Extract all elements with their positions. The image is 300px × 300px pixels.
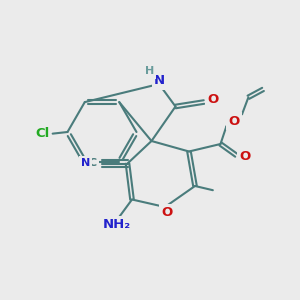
Text: C: C <box>88 158 97 168</box>
Text: N: N <box>81 158 90 168</box>
Text: O: O <box>228 115 239 128</box>
Text: O: O <box>207 92 219 106</box>
Text: N: N <box>154 74 165 88</box>
Text: H: H <box>145 66 154 76</box>
Text: NH₂: NH₂ <box>103 218 131 231</box>
Text: Cl: Cl <box>35 127 49 140</box>
Text: O: O <box>239 150 250 163</box>
Text: O: O <box>161 206 172 220</box>
